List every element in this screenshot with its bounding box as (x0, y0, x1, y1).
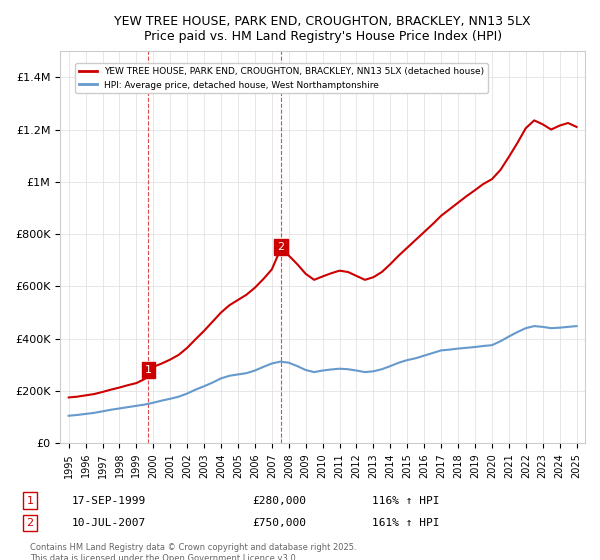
Text: 116% ↑ HPI: 116% ↑ HPI (372, 496, 439, 506)
Text: £750,000: £750,000 (252, 518, 306, 528)
Text: 1: 1 (26, 496, 34, 506)
Text: 2: 2 (277, 242, 284, 252)
Text: 2: 2 (26, 518, 34, 528)
Text: 1: 1 (145, 365, 152, 375)
Text: £280,000: £280,000 (252, 496, 306, 506)
Text: 161% ↑ HPI: 161% ↑ HPI (372, 518, 439, 528)
Text: 10-JUL-2007: 10-JUL-2007 (72, 518, 146, 528)
Legend: YEW TREE HOUSE, PARK END, CROUGHTON, BRACKLEY, NN13 5LX (detached house), HPI: A: YEW TREE HOUSE, PARK END, CROUGHTON, BRA… (75, 63, 488, 93)
Title: YEW TREE HOUSE, PARK END, CROUGHTON, BRACKLEY, NN13 5LX
Price paid vs. HM Land R: YEW TREE HOUSE, PARK END, CROUGHTON, BRA… (114, 15, 531, 43)
Text: Contains HM Land Registry data © Crown copyright and database right 2025.
This d: Contains HM Land Registry data © Crown c… (30, 543, 356, 560)
Text: 17-SEP-1999: 17-SEP-1999 (72, 496, 146, 506)
